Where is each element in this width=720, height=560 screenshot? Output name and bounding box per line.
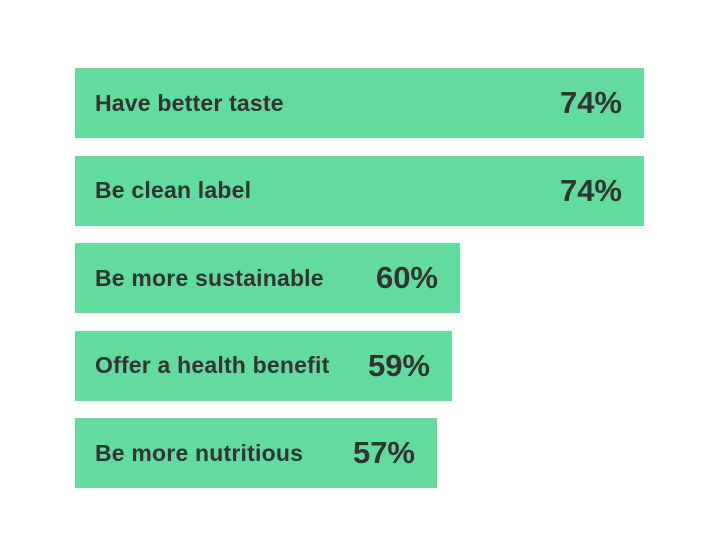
bar-value: 74%	[559, 85, 622, 120]
bar-label: Be more sustainable	[95, 264, 324, 291]
bar-chart: Have better taste 74% Be clean label 74%…	[75, 68, 644, 488]
bar-label: Be clean label	[95, 177, 252, 203]
bar-row: Be more sustainable 60%	[75, 243, 460, 313]
bar-value: 60%	[375, 260, 438, 295]
bar-row: Be clean label 74%	[75, 155, 644, 226]
bar-row: Be more nutritious 57%	[75, 418, 437, 488]
bar-label: Be more nutritious	[95, 439, 304, 466]
bar-row: Have better taste 74%	[75, 68, 644, 138]
bar-value: 74%	[559, 172, 622, 208]
bar-label: Offer a health benefit	[95, 352, 330, 378]
bar-value: 59%	[367, 347, 430, 383]
bar-label: Have better taste	[95, 89, 284, 116]
bar-row: Offer a health benefit 59%	[75, 330, 452, 401]
bar-value: 57%	[352, 435, 415, 470]
